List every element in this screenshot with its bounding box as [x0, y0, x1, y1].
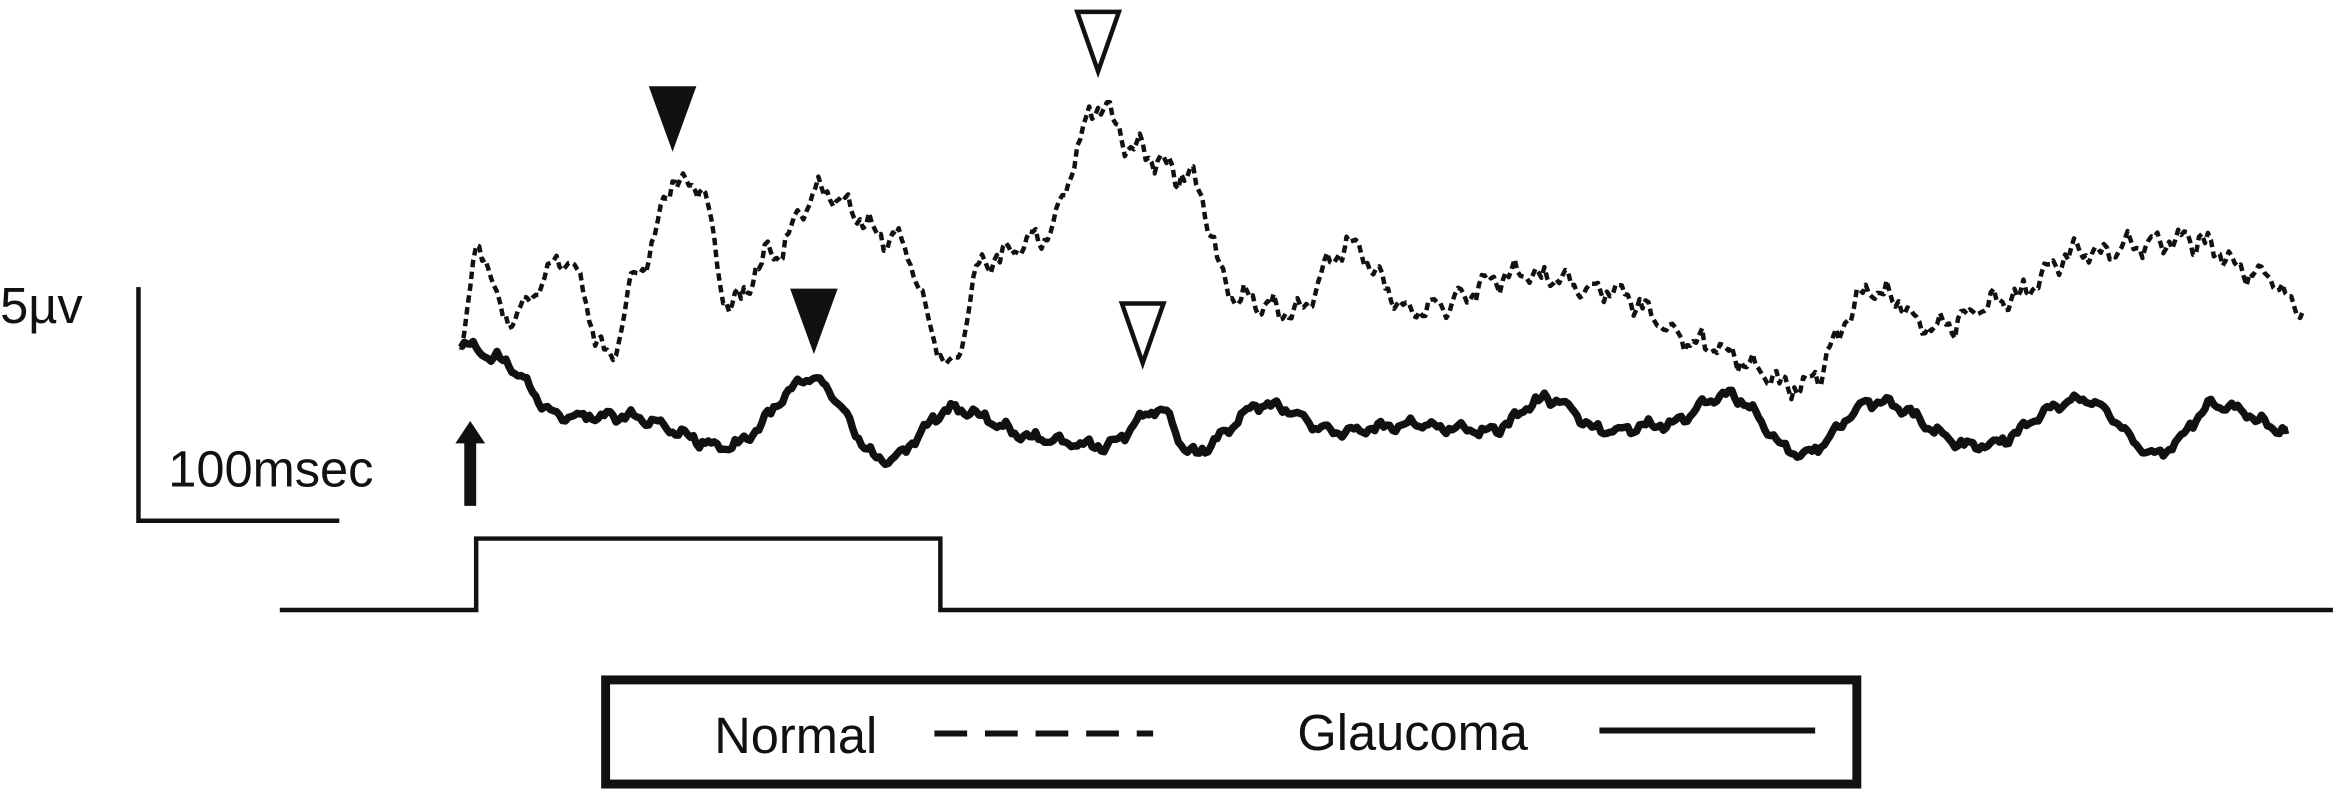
waveform [458, 337, 2290, 469]
onset-arrow [455, 421, 486, 506]
scale-bar [136, 287, 340, 523]
peak-marker [648, 86, 697, 152]
peak-marker [1074, 9, 1123, 79]
peak-marker [790, 288, 838, 355]
legend-label: Normal [714, 707, 877, 764]
waveform [459, 99, 2306, 402]
time-label: 100msec [168, 440, 373, 497]
peak-marker [1118, 301, 1167, 370]
traces [458, 99, 2306, 469]
legend-label: Glaucoma [1297, 704, 1528, 761]
stimulus-trace [279, 536, 2333, 613]
amplitude-label: 5µv [0, 277, 83, 334]
